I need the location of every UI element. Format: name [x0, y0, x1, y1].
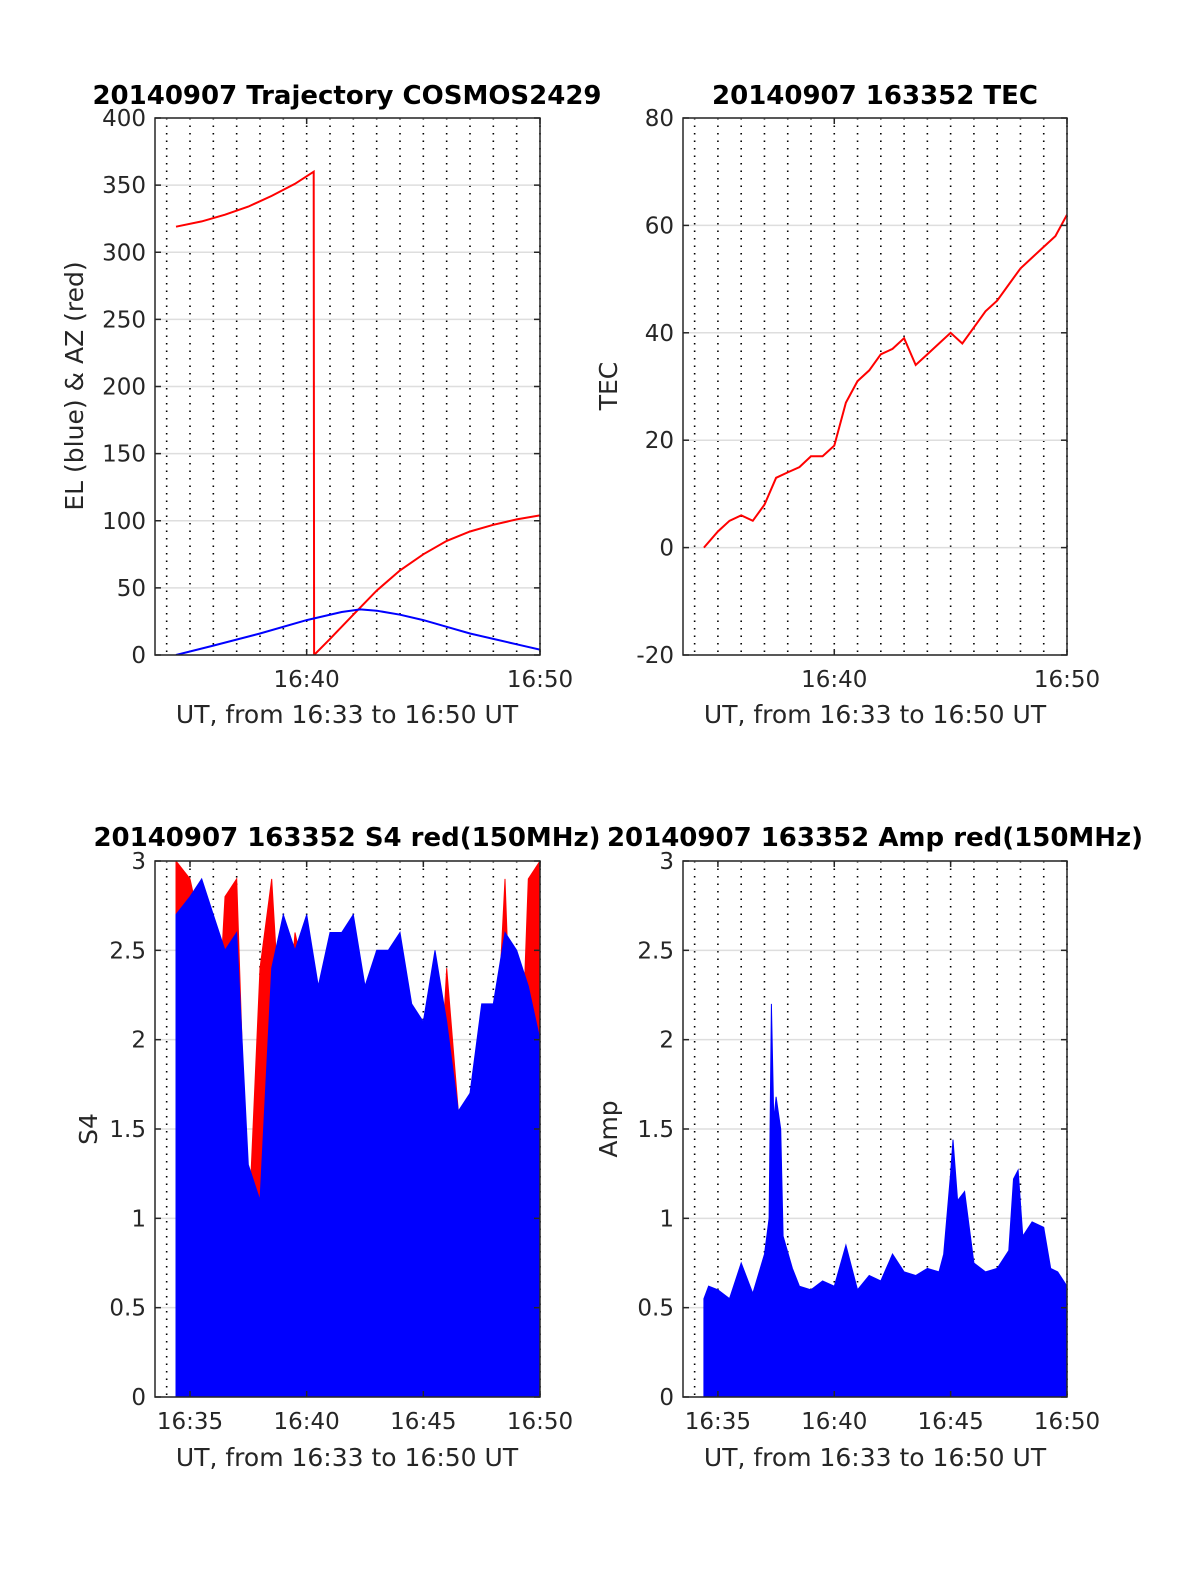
plot-area [175, 169, 540, 655]
y-tick-label: 400 [102, 106, 146, 132]
x-tick-label: 16:45 [917, 1409, 983, 1435]
y-tick-label: 0 [131, 643, 146, 669]
x-tick-label: 16:35 [157, 1409, 223, 1435]
y-tick-label: 0 [131, 1385, 146, 1411]
x-tick-label: 16:40 [274, 1409, 340, 1435]
y-tick-label: 0.5 [637, 1296, 674, 1322]
series-area [175, 877, 540, 1397]
chart-title: 20140907 Trajectory COSMOS2429 [92, 81, 601, 111]
chart-trajectory: 20140907 Trajectory COSMOS2429 UT, from … [60, 81, 602, 729]
chart-title: 20140907 163352 S4 red(150MHz) [93, 823, 600, 853]
y-tick-label: 80 [645, 106, 674, 132]
y-tick-label: 0 [659, 1385, 674, 1411]
x-axis-label: UT, from 16:33 to 16:50 UT [704, 700, 1047, 729]
y-tick-label: 20 [645, 428, 674, 454]
y-tick-label: 250 [102, 307, 146, 333]
x-tick-label: 16:45 [390, 1409, 456, 1435]
y-tick-label: 300 [102, 240, 146, 266]
y-tick-label: -20 [636, 643, 674, 669]
x-tick-label: 16:40 [801, 667, 867, 693]
y-tick-label: 150 [102, 442, 146, 468]
plot-area [703, 214, 1067, 549]
y-tick-label: 2 [659, 1028, 674, 1054]
chart-amp: 20140907 163352 Amp red(150MHz) UT, from… [594, 823, 1143, 1472]
x-tick-label: 16:50 [1034, 1409, 1100, 1435]
y-tick-label: 1 [659, 1206, 674, 1232]
y-tick-label: 2 [131, 1028, 146, 1054]
y-tick-label: 2.5 [109, 938, 146, 964]
y-tick-label: 3 [659, 849, 674, 875]
plot-area [175, 861, 540, 1397]
series-line [175, 169, 540, 655]
plot-frame [682, 117, 1068, 656]
x-tick-label: 16:50 [1034, 667, 1100, 693]
x-axis-label: UT, from 16:33 to 16:50 UT [176, 700, 519, 729]
y-tick-label: 50 [117, 576, 146, 602]
series-area [703, 1003, 1067, 1397]
chart-s4: 20140907 163352 S4 red(150MHz) UT, from … [74, 823, 601, 1472]
y-tick-label: 60 [645, 213, 674, 239]
chart-title: 20140907 163352 Amp red(150MHz) [607, 823, 1143, 853]
y-tick-label: 100 [102, 509, 146, 535]
y-axis-label: TEC [594, 362, 623, 412]
x-tick-label: 16:40 [801, 1409, 867, 1435]
y-tick-label: 2.5 [637, 938, 674, 964]
y-tick-label: 1 [131, 1206, 146, 1232]
y-tick-label: 200 [102, 375, 146, 401]
y-tick-label: 0.5 [109, 1296, 146, 1322]
y-axis-label: Amp [594, 1100, 623, 1157]
series-line [703, 214, 1067, 549]
y-tick-label: 0 [659, 536, 674, 562]
y-axis-label: EL (blue) & AZ (red) [60, 261, 89, 510]
x-tick-label: 16:35 [685, 1409, 751, 1435]
x-axis-label: UT, from 16:33 to 16:50 UT [704, 1443, 1047, 1472]
y-tick-label: 1.5 [109, 1117, 146, 1143]
x-tick-label: 16:50 [507, 667, 573, 693]
y-tick-label: 3 [131, 849, 146, 875]
chart-tec: 20140907 163352 TEC UT, from 16:33 to 16… [594, 81, 1100, 729]
y-tick-label: 350 [102, 173, 146, 199]
y-tick-label: 1.5 [637, 1117, 674, 1143]
y-axis-label: S4 [74, 1113, 103, 1145]
grid [683, 117, 1068, 656]
chart-title: 20140907 163352 TEC [712, 81, 1038, 111]
y-tick-label: 40 [645, 321, 674, 347]
series-line [175, 608, 540, 655]
plot-area [703, 1003, 1067, 1397]
grid [155, 117, 541, 656]
x-tick-label: 16:50 [507, 1409, 573, 1435]
x-axis-label: UT, from 16:33 to 16:50 UT [176, 1443, 519, 1472]
x-tick-label: 16:40 [274, 667, 340, 693]
